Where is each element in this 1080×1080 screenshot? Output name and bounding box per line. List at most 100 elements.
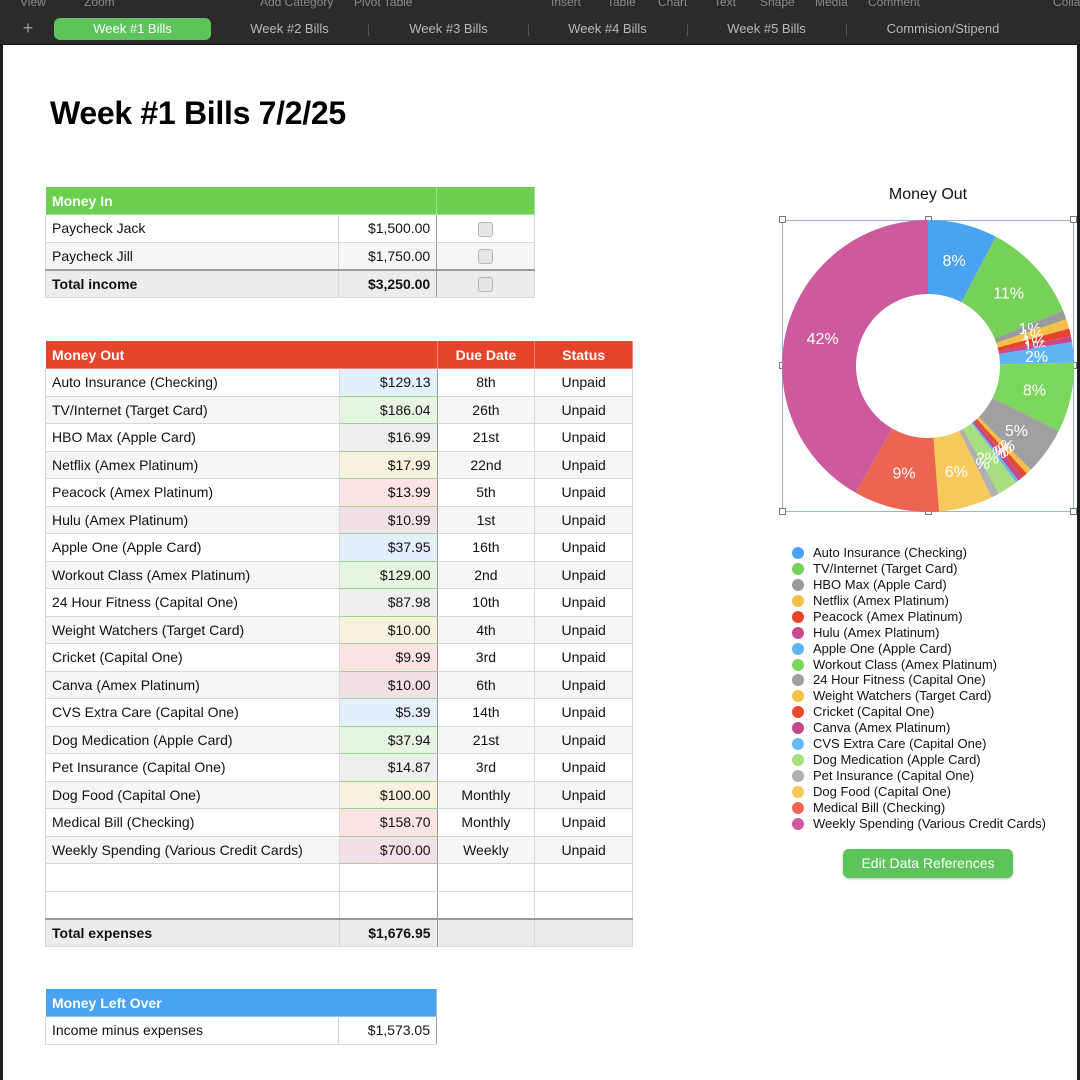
status[interactable]: Unpaid [534,368,633,397]
donut-slice[interactable] [976,417,1031,474]
donut-slice[interactable] [994,310,1067,343]
expense-name[interactable]: Medical Bill (Checking) [45,808,340,837]
status[interactable]: Unpaid [534,808,633,837]
income-name[interactable]: Paycheck Jack [44,214,340,243]
expense-amount[interactable]: $129.13 [338,368,438,397]
expense-name[interactable]: Dog Medication (Apple Card) [45,725,340,754]
donut-slice[interactable] [978,397,1059,470]
empty-cell[interactable] [534,863,633,892]
empty-cell[interactable] [45,863,340,892]
paid-checkbox[interactable] [478,221,494,237]
expense-amount[interactable]: $17.99 [338,450,438,479]
donut-slice[interactable] [971,422,1019,483]
empty-cell[interactable] [436,863,536,892]
expense-name[interactable]: Dog Food (Capital One) [45,780,340,809]
due-date[interactable]: 10th [436,588,536,617]
due-date[interactable]: 16th [436,533,536,562]
expense-name[interactable]: TV/Internet (Target Card) [45,395,340,424]
paid-checkbox[interactable] [478,248,494,264]
expense-amount[interactable]: $16.99 [338,423,438,452]
menu-media[interactable]: Media [815,0,848,9]
expense-name[interactable]: Cricket (Capital One) [45,643,340,672]
empty-cell[interactable] [436,890,536,919]
tab-week-4-bills[interactable]: Week #4 Bills [568,21,647,36]
total-expenses-label[interactable]: Total expenses [45,917,340,947]
expense-name[interactable]: HBO Max (Apple Card) [45,423,340,452]
menu-shape[interactable]: Shape [760,0,795,9]
expense-name[interactable]: Hulu (Amex Platinum) [45,505,340,534]
tab-week-2-bills[interactable]: Week #2 Bills [250,21,329,36]
resize-handle[interactable] [1070,508,1077,515]
tab-week-5-bills[interactable]: Week #5 Bills [727,21,806,36]
due-date[interactable]: 21st [436,423,536,452]
due-date[interactable]: 2nd [436,560,536,589]
expense-amount[interactable]: $158.70 [338,808,438,837]
expense-amount[interactable]: $37.95 [338,533,438,562]
due-date[interactable]: 14th [436,698,536,727]
tab-commision-stipend[interactable]: Commision/Stipend [886,21,1000,36]
donut-slice[interactable] [961,236,1064,339]
donut-slice[interactable] [996,319,1070,348]
status[interactable]: Unpaid [534,423,633,452]
due-date[interactable]: 3rd [436,643,536,672]
status[interactable]: Unpaid [534,560,633,589]
status[interactable]: Unpaid [534,643,633,672]
expense-name[interactable]: CVS Extra Care (Capital One) [45,698,340,727]
expense-name[interactable]: Auto Insurance (Checking) [45,368,340,397]
due-date[interactable]: 21st [436,725,536,754]
tab-week-3-bills[interactable]: Week #3 Bills [409,21,488,36]
empty-cell[interactable] [436,917,536,947]
status[interactable]: Unpaid [534,395,633,424]
empty-cell[interactable] [534,917,633,947]
menu-table[interactable]: Table [607,0,636,9]
status[interactable]: Unpaid [534,725,633,754]
status[interactable]: Unpaid [534,615,633,644]
resize-handle[interactable] [779,508,786,515]
total-income-amount[interactable]: $3,250.00 [338,268,438,298]
expense-amount[interactable]: $100.00 [338,780,438,809]
edit-data-references-button[interactable]: Edit Data References [843,849,1013,878]
resize-handle[interactable] [1070,216,1077,223]
expense-amount[interactable]: $9.99 [338,643,438,672]
left-over-amount[interactable]: $1,573.05 [338,1016,437,1045]
left-over-label[interactable]: Income minus expenses [44,1016,340,1045]
donut-slice[interactable] [962,423,1017,494]
donut-slice[interactable] [855,428,940,512]
total-income-label[interactable]: Total income [44,268,340,298]
status[interactable]: Unpaid [534,533,633,562]
expense-amount[interactable]: $10.00 [338,670,438,699]
money-out-donut-chart[interactable]: 8%11%1%1%1%1%2%8%5%1%1%1%0%2%1%6%9%42% [780,218,1076,514]
menu-collaborate[interactable]: Colla [1053,0,1080,9]
donut-slice[interactable] [992,362,1074,431]
expense-amount[interactable]: $87.98 [338,588,438,617]
income-amount[interactable]: $1,750.00 [338,241,438,270]
expense-amount[interactable]: $37.94 [338,725,438,754]
donut-slice[interactable] [933,430,992,512]
income-amount[interactable]: $1,500.00 [338,214,438,243]
menu-comment[interactable]: Comment [868,0,921,9]
empty-cell[interactable] [45,890,340,919]
status[interactable]: Unpaid [534,698,633,727]
due-date[interactable]: 3rd [436,753,536,782]
expense-amount[interactable]: $129.00 [338,560,438,589]
tab-week-1-bills[interactable]: Week #1 Bills [54,18,211,40]
menu-insert[interactable]: Insert [551,0,582,9]
status[interactable]: Unpaid [534,670,633,699]
donut-slice[interactable] [782,220,928,493]
donut-slice[interactable] [998,336,1073,355]
expense-amount[interactable]: $14.87 [338,753,438,782]
status[interactable]: Unpaid [534,505,633,534]
menu-chart[interactable]: Chart [658,0,688,9]
expense-name[interactable]: Canva (Amex Platinum) [45,670,340,699]
expense-name[interactable]: Workout Class (Amex Platinum) [45,560,340,589]
expense-name[interactable]: Weight Watchers (Target Card) [45,615,340,644]
menu-pivot-table[interactable]: Pivot Table [354,0,413,9]
expense-name[interactable]: Peacock (Amex Platinum) [45,478,340,507]
due-date[interactable]: 1st [436,505,536,534]
menu-text[interactable]: Text [714,0,737,9]
due-date[interactable]: 8th [436,368,536,397]
menu-add-category[interactable]: Add Category [260,0,334,9]
donut-slice[interactable] [972,420,1023,481]
due-date[interactable]: 6th [436,670,536,699]
due-date[interactable]: Monthly [436,808,536,837]
